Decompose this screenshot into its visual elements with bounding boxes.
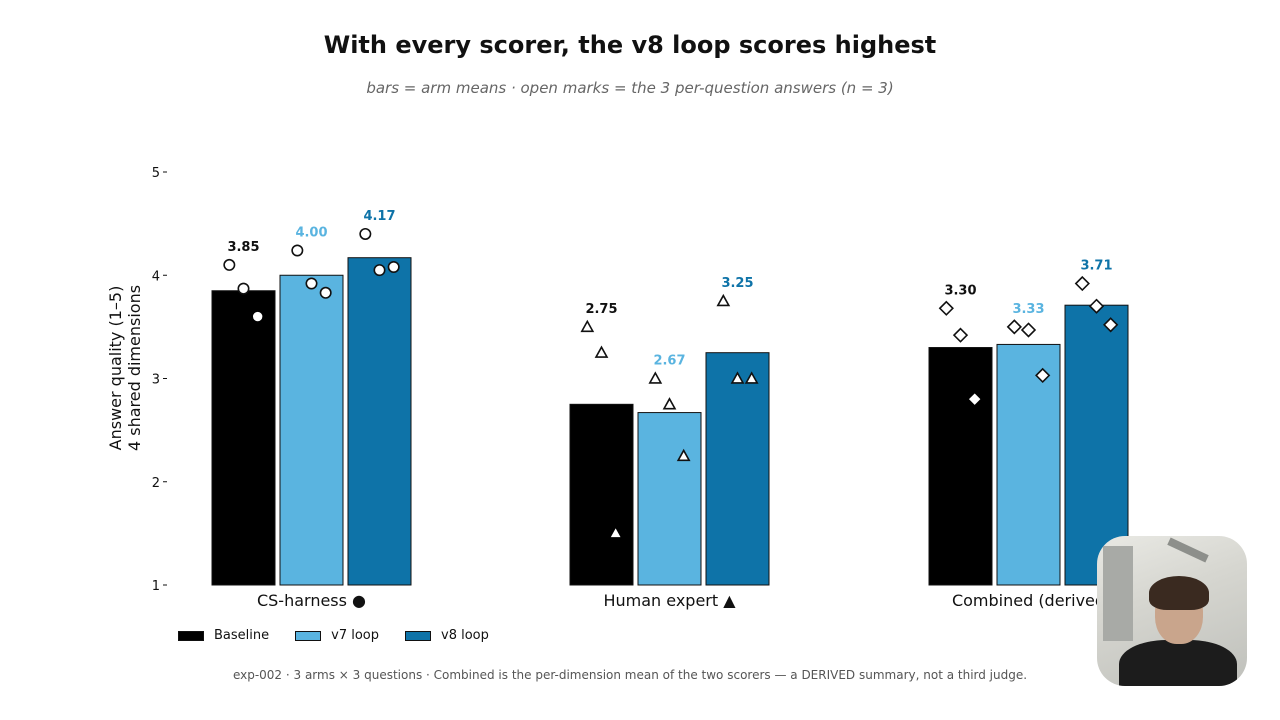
x-category-label: Human expert ▲ bbox=[603, 591, 736, 610]
y-axis-label: Answer quality (1–5)4 shared dimensions bbox=[106, 285, 144, 451]
x-category-label: CS-harness ● bbox=[257, 591, 366, 610]
answer-point-circle bbox=[223, 258, 236, 271]
labels-layer: 3.85 4.00 4.17 2.75 2.67 3.25 3.30 3.33 3.71 bbox=[227, 209, 1112, 369]
y-axis: 1 2 3 4 5 Answer quality (1–5)4 shared dimens… bbox=[106, 166, 1105, 610]
y-tick-label: 5 bbox=[152, 166, 160, 181]
answer-point-circle bbox=[373, 264, 386, 277]
answer-point-circle bbox=[237, 282, 250, 295]
answer-point-triangle bbox=[610, 528, 621, 538]
bar-v7-loop bbox=[279, 274, 344, 586]
bar-value-label: 3.85 bbox=[227, 240, 259, 255]
bar-value-label: 2.75 bbox=[585, 302, 617, 317]
answer-point-triangle bbox=[580, 319, 595, 333]
answer-point-circle bbox=[305, 277, 318, 290]
bar-value-label: 3.33 bbox=[1012, 302, 1044, 317]
bars-layer bbox=[211, 257, 1129, 586]
legend-item-v7: v7 loop bbox=[295, 628, 379, 643]
presenter-webcam-overlay bbox=[1097, 536, 1247, 686]
bar-v8-loop bbox=[705, 352, 770, 586]
chart-subtitle: bars = arm means · open marks = the 3 pe… bbox=[366, 79, 894, 97]
legend-label-baseline: Baseline bbox=[214, 628, 270, 643]
y-axis-label-line: 4 shared dimensions bbox=[125, 285, 144, 451]
webcam-window-shape bbox=[1103, 546, 1133, 641]
bar-baseline bbox=[928, 347, 993, 586]
bar-v7-loop bbox=[637, 412, 702, 586]
webcam-lamp-shape bbox=[1167, 537, 1209, 563]
answer-point-triangle bbox=[648, 371, 663, 384]
answer-point-triangle bbox=[594, 345, 609, 358]
answer-point-circle bbox=[387, 260, 400, 273]
legend-item-v8: v8 loop bbox=[405, 628, 489, 643]
answer-point-circle bbox=[252, 311, 263, 322]
answer-point-triangle bbox=[744, 371, 759, 384]
legend: Baseline v7 loop v8 loop bbox=[178, 628, 489, 643]
webcam-presenter-body bbox=[1119, 640, 1237, 686]
answer-point-triangle bbox=[730, 371, 745, 384]
answer-point-diamond bbox=[1035, 367, 1051, 384]
footnote: exp-002 · 3 arms × 3 questions · Combine… bbox=[232, 668, 1028, 682]
answer-point-diamond bbox=[1074, 275, 1090, 292]
bar-value-label: 2.67 bbox=[653, 354, 685, 369]
answer-point-diamond bbox=[952, 327, 969, 343]
answer-point-circle bbox=[319, 286, 332, 299]
bar-value-label: 3.30 bbox=[944, 283, 976, 298]
y-tick-label: 1 bbox=[152, 579, 160, 594]
bar-value-label: 3.71 bbox=[1080, 259, 1112, 274]
bar-value-label: 3.25 bbox=[721, 276, 753, 291]
bar-value-label: 4.17 bbox=[363, 209, 395, 224]
answer-point-triangle bbox=[662, 397, 677, 410]
answer-point-circle bbox=[291, 244, 304, 257]
bar-v7-loop bbox=[996, 343, 1061, 586]
webcam-presenter-hair bbox=[1149, 576, 1209, 610]
bar-baseline bbox=[569, 403, 634, 586]
chart-title: With every scorer, the v8 loop scores hi… bbox=[323, 31, 937, 59]
legend-item-baseline: Baseline bbox=[178, 628, 269, 643]
answer-point-circle bbox=[359, 227, 372, 240]
answer-point-diamond bbox=[1088, 298, 1105, 314]
answer-point-diamond bbox=[968, 393, 981, 405]
legend-swatch-baseline bbox=[178, 630, 204, 641]
answer-point-triangle bbox=[716, 293, 731, 307]
legend-swatch-v7 bbox=[295, 630, 322, 641]
bar-value-label: 4.00 bbox=[295, 225, 327, 240]
y-tick-label: 4 bbox=[152, 269, 160, 284]
answer-point-triangle bbox=[676, 448, 691, 462]
x-category-label: Combined (derived bbox=[952, 591, 1105, 610]
answer-point-diamond bbox=[938, 300, 954, 316]
legend-label-v8: v8 loop bbox=[441, 628, 489, 643]
points-layer bbox=[223, 227, 1119, 538]
y-axis-label-line: Answer quality (1–5) bbox=[106, 286, 125, 451]
y-tick-label: 2 bbox=[152, 476, 160, 491]
bar-v8-loop bbox=[347, 257, 412, 586]
bar-baseline bbox=[211, 290, 276, 586]
answer-point-diamond bbox=[1103, 317, 1119, 333]
legend-label-v7: v7 loop bbox=[331, 628, 379, 643]
y-tick-label: 3 bbox=[152, 373, 160, 388]
answer-point-diamond bbox=[1006, 319, 1022, 335]
legend-swatch-v8 bbox=[405, 630, 431, 641]
answer-point-diamond bbox=[1020, 322, 1037, 338]
